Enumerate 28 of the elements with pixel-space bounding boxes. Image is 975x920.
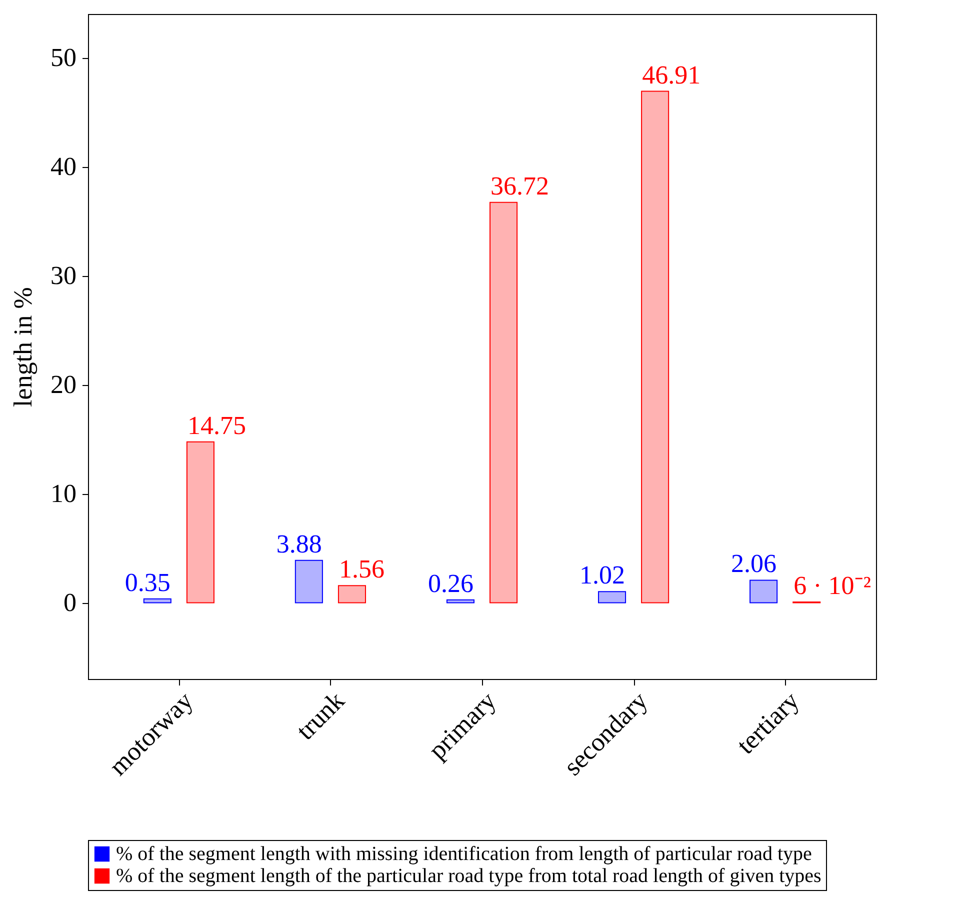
data-label: 1.02 — [580, 560, 626, 590]
bar — [598, 591, 626, 604]
legend-label: % of the segment length with missing identification from length of particular road type — [116, 843, 812, 865]
bar — [750, 580, 778, 604]
bar — [490, 202, 518, 604]
y-tick-label: 0 — [64, 588, 76, 618]
bar — [446, 599, 474, 604]
data-label: 36.72 — [490, 171, 550, 200]
data-label: 1.56 — [338, 554, 384, 584]
data-label: 0.35 — [124, 568, 170, 597]
bar — [186, 441, 214, 604]
y-tick-label: 40 — [50, 152, 76, 182]
bar — [143, 598, 172, 604]
data-label: 0.26 — [428, 568, 474, 598]
y-tick-label: 50 — [50, 43, 76, 72]
y-tick-label: 20 — [50, 370, 76, 400]
y-tick-label: 30 — [50, 261, 76, 290]
bar — [294, 560, 323, 604]
y-axis-title: length in % — [8, 287, 38, 407]
data-label: 14.75 — [187, 410, 246, 440]
bar — [338, 585, 366, 604]
data-label: 2.06 — [731, 549, 777, 578]
y-tick-label: 10 — [50, 479, 76, 508]
legend-label: % of the segment length of the particular road type from total road length of given types — [116, 865, 822, 887]
data-label: 6 · 10⁻² — [794, 571, 872, 600]
data-label: 3.88 — [276, 529, 322, 558]
data-label: 46.91 — [642, 60, 701, 90]
bar — [641, 90, 670, 604]
